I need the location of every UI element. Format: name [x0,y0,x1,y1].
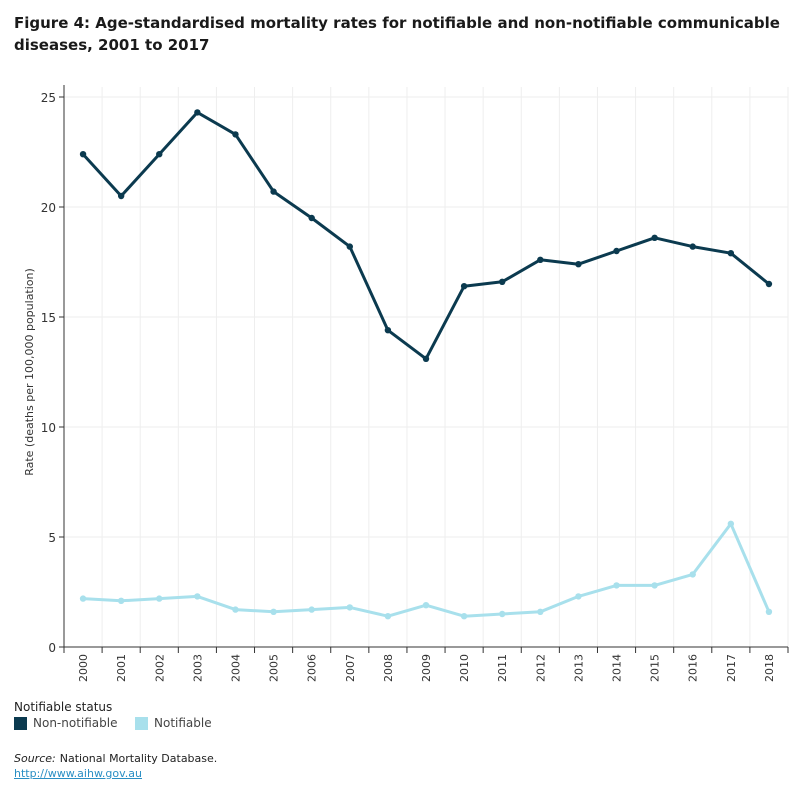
x-tick-label: 2002 [153,654,166,682]
legend-title: Notifiable status [14,700,113,714]
x-tick-label: 2000 [77,654,90,682]
series-line-non-notifiable [81,110,770,361]
data-point [232,606,239,613]
y-tick-label: 0 [48,641,56,655]
data-point [537,256,544,263]
x-tick-label: 2003 [191,654,204,682]
source-link[interactable]: http://www.aihw.gov.au [14,767,143,780]
data-point [384,327,392,334]
source-note: Source: National Mortality Database. [14,752,217,765]
data-point [651,582,658,589]
data-point [270,188,277,195]
legend-item-notifiable[interactable]: Notifiable [135,716,212,730]
x-tick-label: 2010 [458,654,471,682]
x-tick-label: 2007 [344,654,357,682]
data-point [308,214,315,222]
x-tick-label: 2015 [649,654,662,682]
data-point [727,250,735,257]
data-point [79,595,87,602]
data-point [270,608,277,615]
data-point [384,613,392,620]
data-point [232,131,239,138]
data-point [575,593,582,600]
data-point [460,283,468,290]
data-point [346,604,353,611]
data-point [765,608,773,615]
data-point [156,595,163,602]
x-tick-label: 2009 [420,654,433,682]
x-tick-label: 2016 [687,654,700,682]
data-point [460,613,468,620]
data-point [499,278,506,285]
x-tick-label: 2018 [763,654,776,682]
data-point [499,610,506,618]
source-label: Source: [14,752,56,765]
y-tick-label: 15 [41,311,56,325]
legend-label: Non-notifiable [33,716,118,730]
legend-item-non-notifiable[interactable]: Non-notifiable [14,716,118,730]
y-axis-label: Rate (deaths per 100,000 population) [23,268,36,476]
data-point [194,593,201,600]
x-tick-label: 2004 [229,654,242,682]
x-tick-label: 2008 [382,654,395,682]
data-point [194,109,201,116]
x-tick-label: 2017 [725,654,738,682]
source-text: National Mortality Database. [59,752,218,765]
data-point [727,520,735,527]
legend-swatch [14,716,27,730]
data-point [537,608,544,615]
x-tick-label: 2014 [611,654,624,682]
y-tick-label: 25 [41,91,56,105]
data-point [613,247,620,255]
legend-label: Notifiable [154,716,212,730]
data-point [346,243,353,250]
data-point [422,602,430,609]
x-tick-label: 2001 [115,654,128,682]
data-point [79,151,87,158]
data-point [613,582,620,589]
line-chart: 0 5 10 15 20 25 2000 2001 2002 2003 2004 2005 2006 20… [23,85,789,682]
data-point [689,571,696,578]
data-point [689,243,696,250]
legend-swatch [135,716,148,730]
y-tick-label: 20 [41,201,56,215]
y-tick-label: 5 [48,531,56,545]
y-tick-label: 10 [41,421,56,435]
data-point [117,597,125,604]
chart-title: Figure 4: Age-standardised mortality rat… [14,14,780,54]
x-tick-label: 2011 [496,654,509,682]
data-point [308,606,315,613]
data-point [651,234,658,241]
x-tick-label: 2006 [306,654,319,682]
data-point [422,355,430,362]
data-point [156,151,163,158]
x-tick-label: 2013 [572,654,585,682]
data-point [575,261,582,268]
data-point [117,192,125,200]
x-tick-label: 2005 [268,654,281,682]
x-tick-label: 2012 [534,654,547,682]
data-point [765,280,773,288]
